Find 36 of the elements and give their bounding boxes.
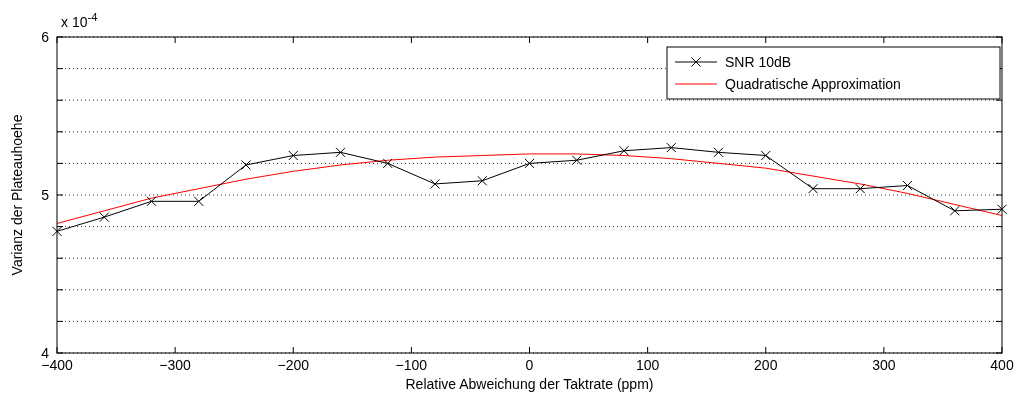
x-axis-title: Relative Abweichung der Taktrate (ppm) [405, 376, 654, 392]
x-tick-label: −100 [395, 357, 428, 373]
legend-label: SNR 10dB [725, 54, 792, 70]
point [335, 147, 346, 158]
point [524, 158, 535, 169]
text: x 10$^{-4}$ [61, 11, 98, 30]
point [808, 183, 818, 194]
x-tick-label: −300 [159, 357, 192, 373]
point [477, 175, 488, 186]
point [713, 147, 724, 158]
point [855, 183, 866, 194]
point [241, 159, 251, 170]
point [146, 196, 157, 207]
line-series [56, 153, 1003, 224]
x-tick-label: 100 [635, 357, 660, 373]
point [997, 204, 1007, 215]
x-tick-label: 400 [990, 357, 1014, 373]
point [760, 150, 771, 161]
y-tick-label: 6 [41, 29, 50, 45]
x-tick-label: −200 [277, 357, 310, 373]
x-tick-label: 200 [754, 357, 778, 373]
point [288, 150, 299, 161]
x-tick-label: 300 [872, 357, 896, 373]
legend-label: Quadratische Approximation [725, 76, 901, 92]
y-tick-label: 5 [41, 187, 50, 203]
point [571, 155, 582, 166]
x-tick-label: 0 [525, 357, 534, 373]
point [52, 226, 62, 237]
point [430, 178, 440, 189]
point [619, 145, 629, 156]
point [949, 205, 960, 216]
point [382, 158, 393, 169]
point [99, 212, 110, 223]
point [193, 196, 204, 207]
y-axis-title: Varianz der Plateauhoehe [9, 114, 25, 276]
point [666, 142, 677, 153]
